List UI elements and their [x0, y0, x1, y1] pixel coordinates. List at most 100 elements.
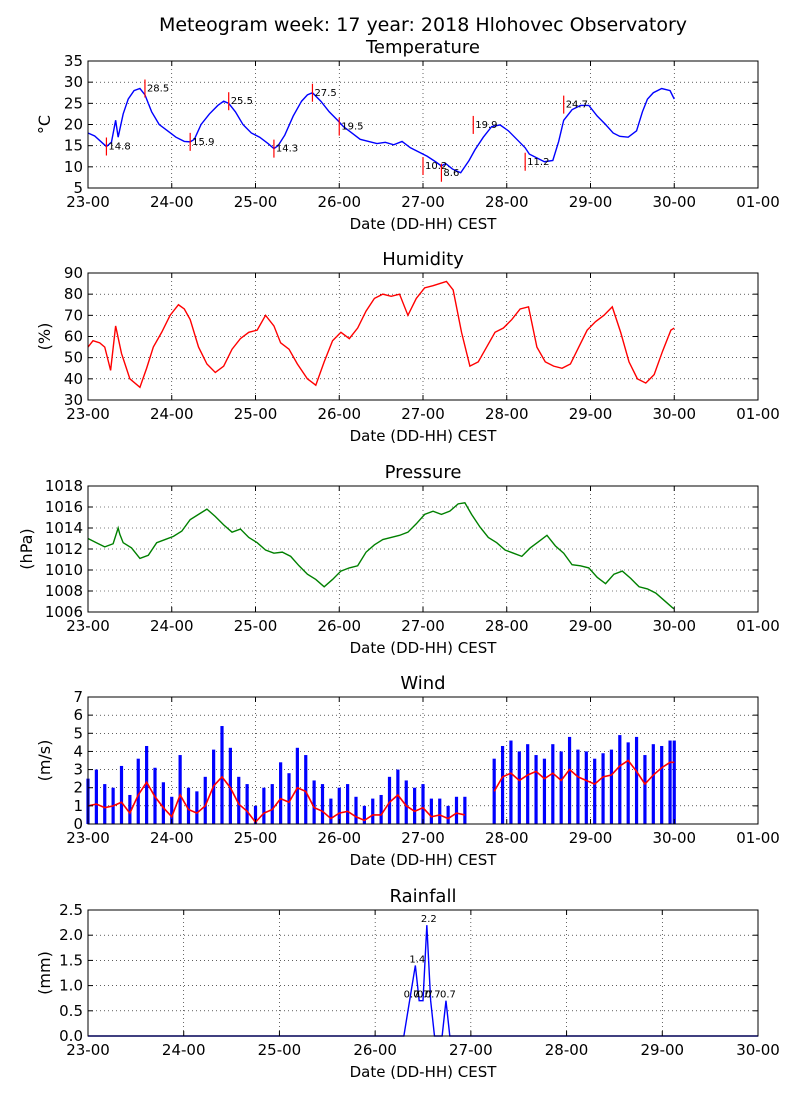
- y-tick-label: 15: [64, 137, 83, 155]
- pressure-series-line: [87, 502, 675, 610]
- y-tick-label: 1008: [45, 582, 83, 600]
- wind-gust-bar: [304, 755, 308, 824]
- x-tick-label: 25-00: [258, 1041, 302, 1059]
- y-tick-label: 90: [64, 264, 83, 282]
- wind-gust-bar: [119, 765, 124, 824]
- humidity-series-line: [87, 280, 675, 389]
- x-tick-label: 29-00: [640, 1041, 684, 1059]
- wind-gust-bar: [329, 798, 333, 824]
- y-tick-label: 1010: [45, 561, 83, 579]
- chart-title: Temperature: [365, 37, 480, 58]
- rainfall-value-label: 0.7: [425, 990, 441, 1001]
- x-tick-label: 29-00: [569, 829, 613, 847]
- wind-gust-bar: [429, 798, 433, 824]
- x-tick-label: 23-00: [66, 617, 110, 635]
- wind-gust-bar: [526, 744, 530, 824]
- x-axis-label: Date (DD-HH) CEST: [350, 215, 498, 233]
- x-tick-label: 23-00: [66, 405, 110, 423]
- x-tick-label: 24-00: [150, 405, 194, 423]
- wind-gust-bar: [237, 776, 241, 824]
- x-tick-label: 26-00: [317, 405, 361, 423]
- x-tick-label: 25-00: [234, 617, 278, 635]
- temperature-extreme-label: 25.5: [231, 96, 253, 107]
- y-tick-label: 25: [64, 94, 83, 112]
- temperature-extreme-label: 15.9: [192, 137, 214, 148]
- wind-gust-bar: [354, 796, 358, 824]
- wind-gust-bar: [220, 726, 224, 824]
- wind-gust-bar: [262, 787, 266, 824]
- x-tick-label: 27-00: [401, 617, 445, 635]
- wind-gust-bar: [601, 753, 605, 824]
- chart-title: Wind: [400, 673, 445, 694]
- temperature-extreme-label: 27.5: [314, 88, 336, 99]
- x-tick-label: 26-00: [353, 1041, 397, 1059]
- wind-average-line: [87, 775, 466, 824]
- wind-gust-bar: [438, 798, 442, 824]
- x-axis-label: Date (DD-HH) CEST: [350, 639, 498, 657]
- temperature-extreme-label: 11.2: [527, 157, 549, 168]
- y-axis-label: (%): [35, 323, 54, 351]
- y-tick-label: 70: [64, 306, 83, 324]
- x-tick-label: 30-00: [652, 193, 696, 211]
- plot-frame: [87, 909, 759, 1037]
- x-tick-label: 26-00: [317, 617, 361, 635]
- temperature-extreme-label: 8.6: [443, 168, 459, 179]
- wind-gust-bar: [509, 740, 513, 824]
- wind-gust-bar: [270, 784, 274, 824]
- wind-gust-bar: [567, 736, 572, 824]
- x-tick-label: 28-00: [485, 405, 529, 423]
- wind-gust-bar: [651, 744, 655, 824]
- y-axis-label: (hPa): [17, 528, 36, 569]
- x-tick-label: 27-00: [401, 193, 445, 211]
- wind-gust-bar: [186, 787, 191, 824]
- x-tick-label: 25-00: [234, 829, 278, 847]
- x-tick-label: 28-00: [485, 617, 529, 635]
- wind-gust-bar: [253, 805, 258, 824]
- wind-gust-bar: [320, 784, 325, 824]
- wind-gust-bar: [593, 758, 597, 824]
- x-tick-label: 26-00: [317, 193, 361, 211]
- temperature-extreme-label: 19.5: [341, 122, 363, 133]
- wind-gust-bar: [279, 762, 283, 824]
- wind-average-line: [493, 759, 675, 792]
- wind-gust-bar: [346, 784, 350, 824]
- y-tick-label: 1006: [45, 603, 83, 621]
- y-tick-label: 5: [73, 724, 83, 742]
- temperature-extreme-label: 24.7: [566, 100, 588, 111]
- x-axis-label: Date (DD-HH) CEST: [350, 851, 498, 869]
- wind-gust-bar: [128, 794, 132, 824]
- rainfall-series-line: [88, 925, 758, 1037]
- wind-gust-bar: [312, 780, 316, 824]
- x-tick-label: 30-00: [652, 405, 696, 423]
- wind-gust-bar: [379, 794, 383, 824]
- wind-gust-bar: [94, 769, 98, 824]
- y-tick-label: 0.5: [59, 1002, 83, 1020]
- wind-gust-bar: [387, 776, 392, 824]
- wind-gust-bar: [672, 740, 676, 824]
- y-tick-label: 3: [73, 761, 83, 779]
- x-tick-label: 30-00: [736, 1041, 780, 1059]
- y-tick-label: 1: [73, 797, 83, 815]
- y-tick-label: 0.0: [59, 1027, 83, 1045]
- wind-gust-bar: [228, 747, 232, 824]
- temperature-extreme-label: 19.9: [475, 120, 497, 131]
- wind-gust-bar: [517, 751, 521, 824]
- x-tick-label: 27-00: [449, 1041, 493, 1059]
- wind-gust-bar: [161, 782, 165, 824]
- wind-gust-bar: [145, 745, 149, 824]
- x-tick-label: 01-00: [736, 405, 780, 423]
- rainfall-value-label: 1.4: [409, 954, 425, 965]
- y-tick-label: 50: [64, 349, 83, 367]
- wind-gust-bar: [396, 769, 400, 824]
- y-tick-label: 4: [73, 742, 83, 760]
- wind-gust-bar: [103, 784, 107, 824]
- y-tick-label: 10: [64, 158, 83, 176]
- wind-gust-bar: [463, 796, 467, 824]
- chart-title: Rainfall: [390, 886, 457, 907]
- wind-gust-bar: [178, 755, 182, 824]
- x-tick-label: 24-00: [162, 1041, 206, 1059]
- x-tick-label: 27-00: [401, 829, 445, 847]
- wind-gust-bar: [609, 749, 614, 824]
